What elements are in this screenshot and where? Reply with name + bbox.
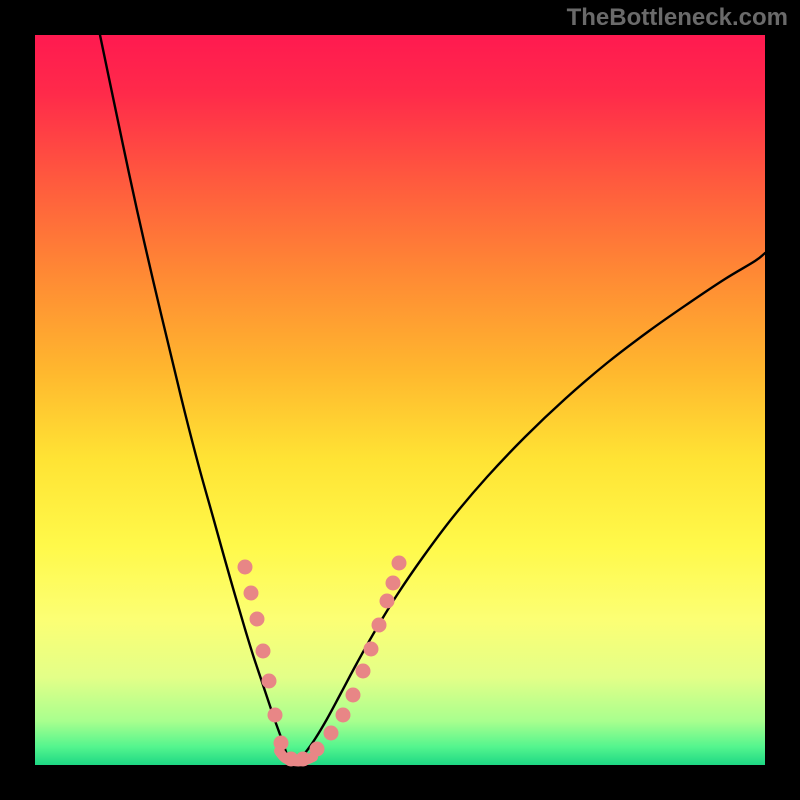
plot-area	[35, 35, 765, 765]
highlight-dot	[296, 752, 311, 767]
highlight-dot	[346, 688, 361, 703]
curves-layer	[35, 35, 765, 765]
stage: TheBottleneck.com	[0, 0, 800, 800]
highlight-dot	[380, 594, 395, 609]
highlight-dots	[238, 556, 407, 767]
highlight-dot	[262, 674, 277, 689]
highlight-dot	[256, 644, 271, 659]
highlight-dot	[356, 664, 371, 679]
watermark-text: TheBottleneck.com	[567, 4, 788, 32]
highlight-dot	[250, 612, 265, 627]
highlight-dot	[392, 556, 407, 571]
highlight-dot	[364, 642, 379, 657]
highlight-dot	[244, 586, 259, 601]
bottleneck-curve-right	[291, 253, 765, 765]
highlight-dot	[372, 618, 387, 633]
highlight-dot	[310, 742, 325, 757]
highlight-dot	[386, 576, 401, 591]
highlight-dot	[324, 726, 339, 741]
highlight-dot	[336, 708, 351, 723]
highlight-dot	[274, 736, 289, 751]
highlight-dot	[238, 560, 253, 575]
highlight-dot	[268, 708, 283, 723]
